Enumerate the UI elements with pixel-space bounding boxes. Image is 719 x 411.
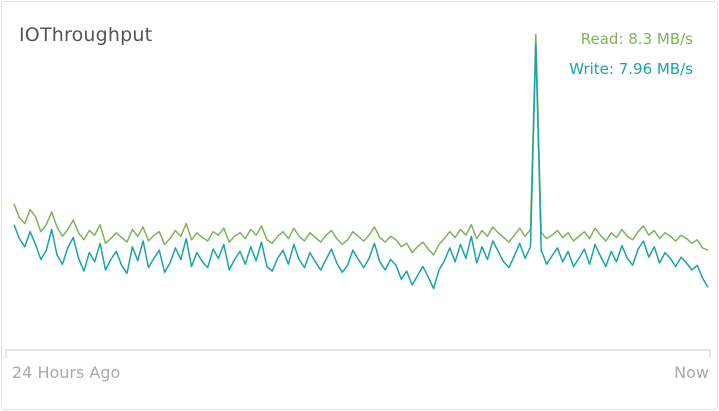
legend: Read: 8.3 MB/s Write: 7.96 MB/s <box>569 24 693 84</box>
x-axis-end-label: Now <box>674 363 709 382</box>
series-line-write <box>13 43 709 290</box>
legend-read-value: Read: 8.3 MB/s <box>580 30 693 48</box>
legend-write-value: Write: 7.96 MB/s <box>569 60 693 78</box>
x-axis-start-label: 24 Hours Ago <box>12 363 121 382</box>
widget-title: IOThroughput <box>19 24 153 46</box>
series-line-read <box>13 33 709 256</box>
